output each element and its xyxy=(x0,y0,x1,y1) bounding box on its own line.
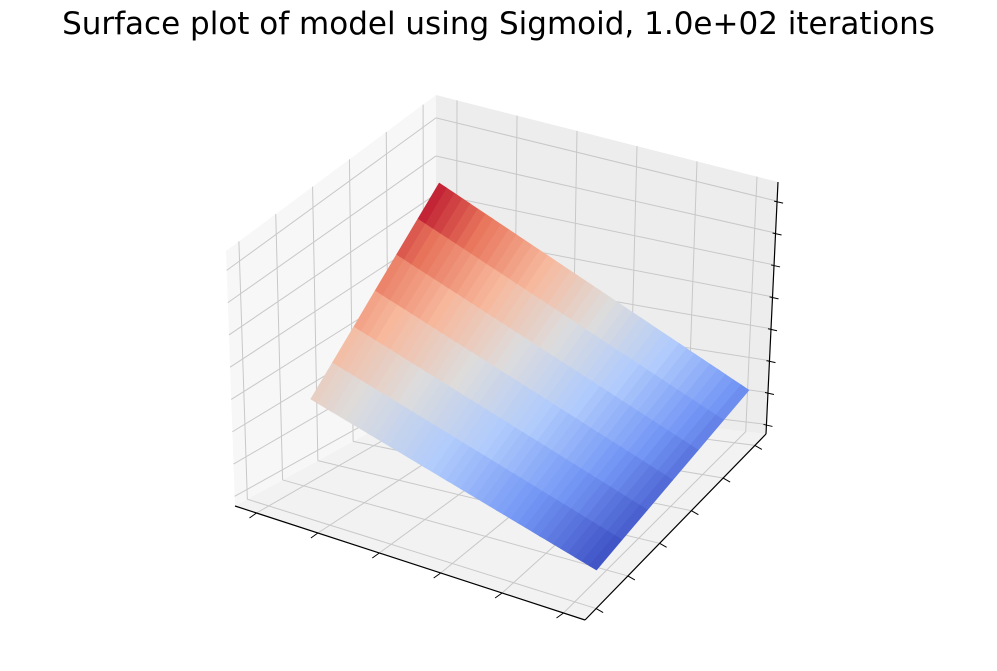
z-tick xyxy=(769,296,779,300)
left-wall-gridline-z xyxy=(227,155,437,304)
y-tick xyxy=(659,542,667,548)
x-tick xyxy=(433,572,441,579)
y-tick xyxy=(627,575,636,581)
z-tick xyxy=(764,392,775,396)
z-tick xyxy=(767,328,778,332)
x-axis-line xyxy=(234,505,586,621)
floor-gridline-y xyxy=(282,479,629,577)
z-tick xyxy=(772,232,782,236)
axis-lines xyxy=(234,181,779,621)
z-tick xyxy=(766,360,776,364)
z-tick xyxy=(770,264,781,268)
back-wall-gridline-z xyxy=(435,193,775,266)
floor-gridline-x xyxy=(563,431,747,614)
surface-mesh xyxy=(310,182,750,571)
x-tick xyxy=(249,512,257,519)
back-wall-gridline-z xyxy=(435,117,778,202)
left-wall-gridline-y xyxy=(312,186,319,461)
x-tick xyxy=(556,612,564,619)
z-tick xyxy=(773,200,784,204)
y-tick xyxy=(722,477,731,483)
axis-ticks xyxy=(249,200,784,619)
x-tick xyxy=(310,532,319,539)
floor-gridline-y xyxy=(247,498,597,610)
left-wall-gridline-z xyxy=(226,117,437,271)
chart-title: Surface plot of model using Sigmoid, 1.0… xyxy=(62,6,935,42)
y-axis-line xyxy=(584,433,767,621)
x-tick xyxy=(494,592,503,599)
y-tick xyxy=(754,444,763,450)
left-wall-gridline-z xyxy=(228,193,437,336)
x-tick xyxy=(372,552,380,559)
back-wall-gridline-z xyxy=(435,155,776,234)
y-tick xyxy=(595,608,604,614)
z-axis-line xyxy=(765,181,779,435)
surface-patch xyxy=(588,534,623,571)
z-tick xyxy=(763,423,773,427)
y-tick xyxy=(691,510,699,516)
